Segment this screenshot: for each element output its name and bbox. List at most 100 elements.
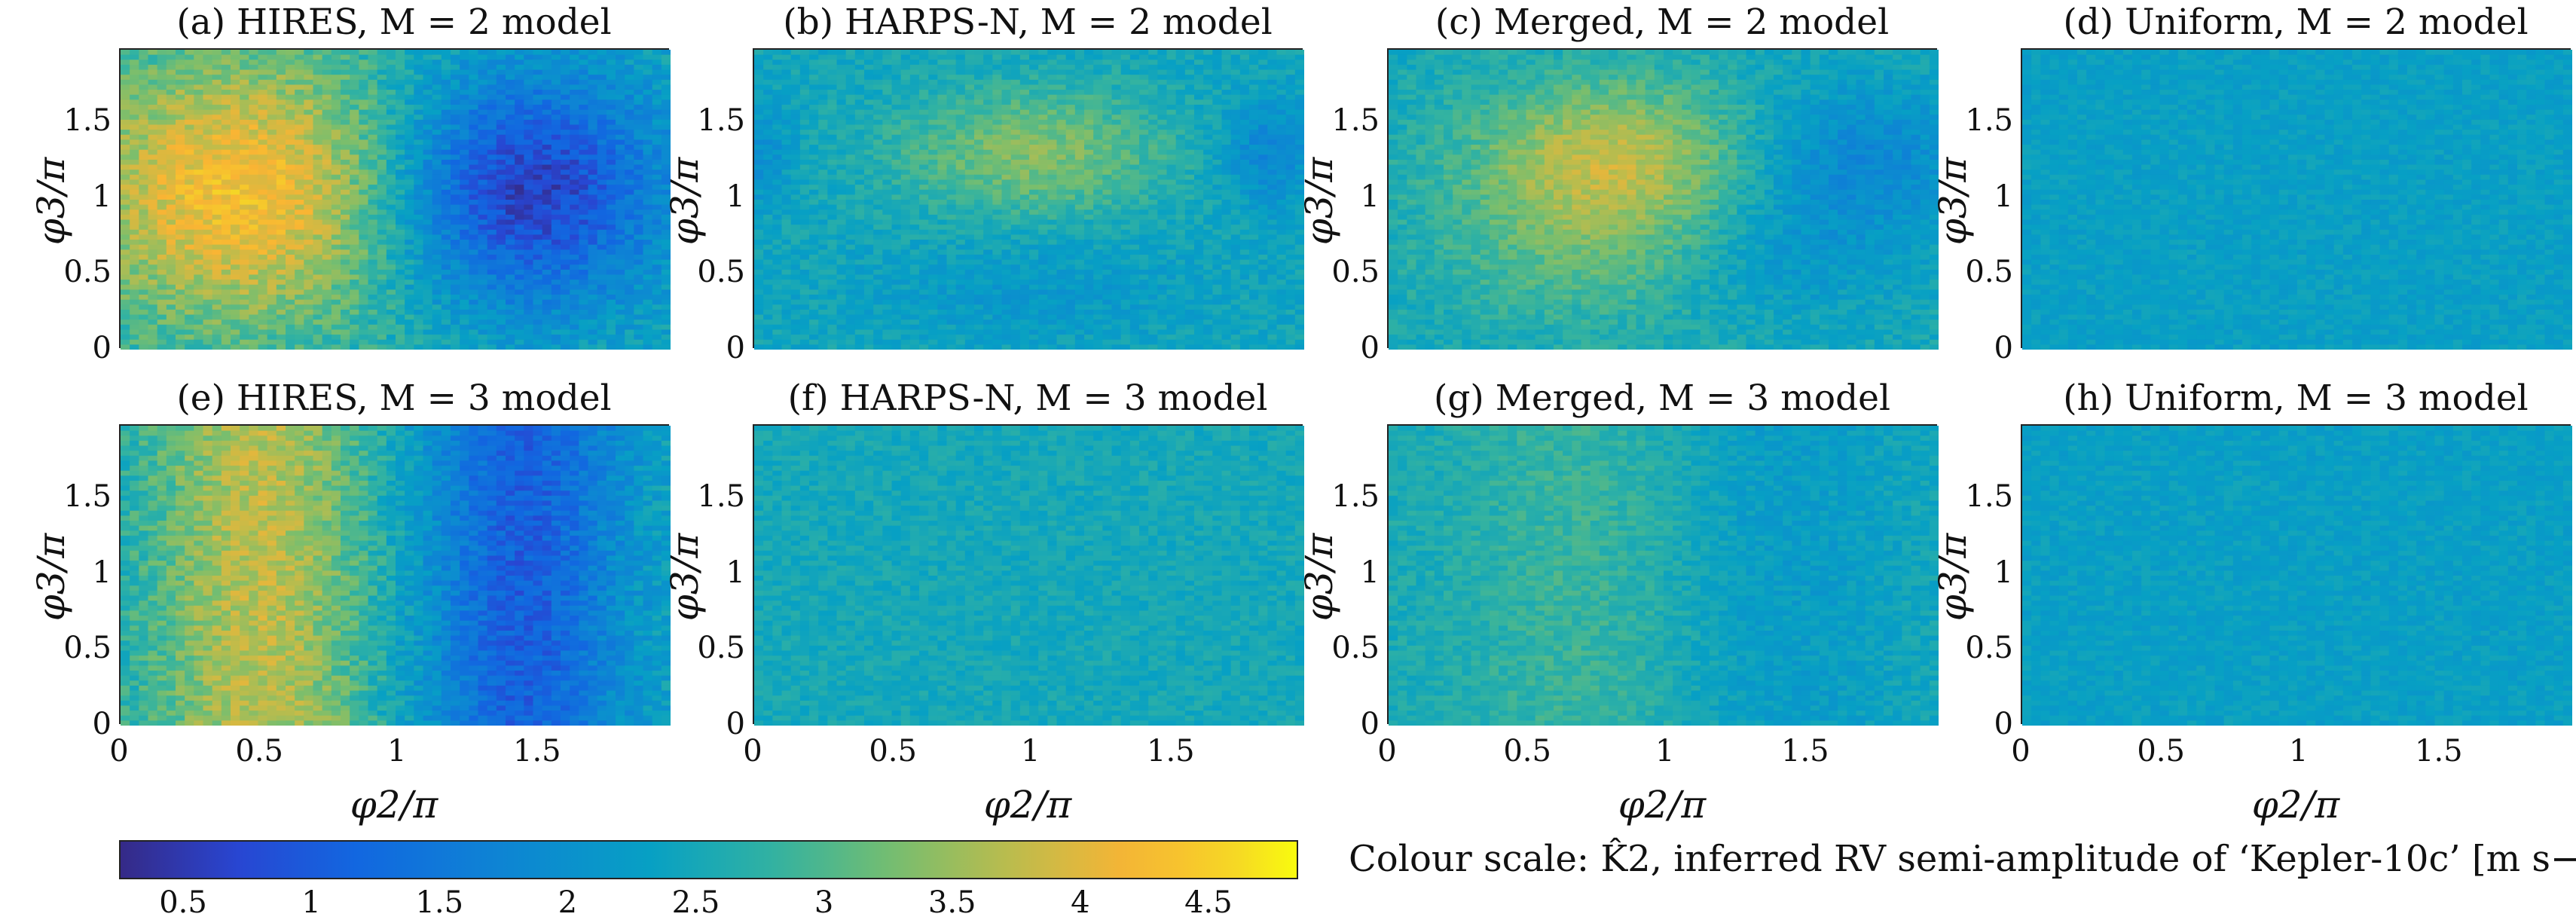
heatmap-cell (130, 284, 139, 290)
heatmap-cell (194, 60, 204, 66)
heatmap-cell (634, 115, 644, 121)
heatmap-cell (533, 204, 543, 210)
heatmap-cell (579, 104, 589, 111)
heatmap-cell (304, 185, 314, 191)
heatmap-cell (304, 69, 314, 75)
heatmap-cell (634, 284, 644, 290)
heatmap-cell (652, 280, 662, 286)
heatmap-cell (643, 189, 653, 195)
heatmap-cell (579, 109, 589, 115)
heatmap-cell (176, 335, 185, 341)
heatmap-cell (551, 170, 561, 176)
heatmap-cell (295, 234, 304, 240)
heatmap-cell (203, 200, 213, 206)
heatmap-cell (451, 185, 460, 191)
heatmap-cell (194, 90, 204, 96)
heatmap-cell (258, 225, 268, 231)
heatmap-cell (946, 119, 957, 126)
heatmap-cell (1010, 134, 1021, 140)
heatmap-cell (937, 154, 948, 160)
heatmap-cell (515, 194, 524, 200)
heatmap-cell (1239, 75, 1250, 81)
heatmap-cell (322, 249, 332, 255)
heatmap-cell (588, 299, 598, 305)
heatmap-cell (1148, 159, 1158, 166)
heatmap-cell (295, 225, 304, 231)
heatmap-cell (377, 280, 387, 286)
heatmap-cell (1111, 134, 1122, 140)
heatmap-cell (506, 219, 515, 225)
heatmap-cell (634, 319, 644, 325)
heatmap-cell (809, 130, 819, 136)
heatmap-cell (625, 204, 634, 210)
heatmap-cell (1194, 119, 1204, 126)
heatmap-cell (276, 145, 286, 151)
heatmap-cell (524, 154, 534, 160)
heatmap-cell (597, 244, 607, 250)
heatmap-cell (221, 280, 231, 286)
heatmap-cell (588, 69, 598, 75)
heatmap-cell (790, 64, 801, 71)
heatmap-cell (423, 194, 433, 200)
heatmap-cell (148, 139, 158, 145)
heatmap-cell (524, 84, 534, 90)
heatmap-cell (1047, 115, 1058, 121)
heatmap-cell (643, 174, 653, 181)
heatmap-cell (643, 304, 653, 310)
heatmap-cell (919, 145, 929, 151)
heatmap-cell (203, 189, 213, 195)
heatmap-cell (405, 115, 414, 121)
heatmap-cell (295, 229, 304, 236)
heatmap-cell (616, 119, 625, 126)
heatmap-cell (818, 164, 828, 170)
heatmap-cell (597, 304, 607, 310)
heatmap-cell (276, 295, 286, 301)
heatmap-cell (166, 154, 176, 160)
heatmap-cell (231, 104, 240, 111)
heatmap-cell (606, 295, 616, 301)
heatmap-cell (139, 314, 149, 320)
heatmap-cell (258, 119, 268, 126)
heatmap-cell (359, 115, 369, 121)
heatmap-cell (267, 159, 277, 166)
heatmap-cell (469, 154, 479, 160)
heatmap-cell (231, 115, 240, 121)
heatmap-cell (643, 244, 653, 250)
heatmap-cell (1084, 149, 1094, 155)
heatmap-cell (478, 104, 488, 111)
heatmap-cell (799, 154, 810, 160)
heatmap-cell (451, 84, 460, 90)
heatmap-cell (818, 94, 828, 100)
heatmap-cell (964, 109, 975, 115)
heatmap-cell (606, 304, 616, 310)
heatmap-cell (964, 84, 975, 90)
heatmap-cell (1294, 69, 1304, 75)
heatmap-cell (322, 159, 332, 166)
heatmap-cell (579, 335, 589, 341)
heatmap-cell (176, 69, 185, 75)
heatmap-cell (423, 280, 433, 286)
heatmap-cell (570, 319, 579, 325)
heatmap-cell (1001, 119, 1012, 126)
heatmap-cell (781, 164, 792, 170)
heatmap-cell (542, 189, 552, 195)
heatmap-cell (405, 269, 414, 276)
heatmap-cell (606, 194, 616, 200)
heatmap-cell (606, 179, 616, 185)
heatmap-cell (423, 269, 433, 276)
heatmap-cell (194, 124, 204, 130)
heatmap-cell (873, 64, 883, 71)
heatmap-cell (341, 204, 350, 210)
heatmap-cell (359, 104, 369, 111)
heatmap-cell (588, 64, 598, 71)
heatmap-cell (818, 104, 828, 111)
heatmap-cell (1258, 90, 1268, 96)
heatmap-cell (322, 84, 332, 90)
heatmap-cell (1203, 124, 1213, 130)
heatmap-cell (148, 99, 158, 105)
heatmap-cell (166, 244, 176, 250)
heatmap-cell (946, 134, 957, 140)
heatmap-cell (882, 64, 893, 71)
heatmap-cell (157, 145, 167, 151)
heatmap-cell (827, 90, 838, 96)
